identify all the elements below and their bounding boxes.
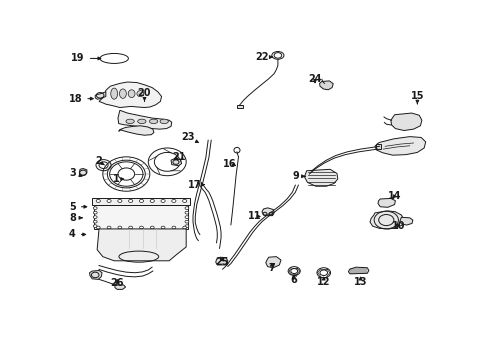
Ellipse shape [160, 119, 168, 123]
Polygon shape [115, 285, 125, 289]
Circle shape [107, 226, 111, 229]
Text: 7: 7 [268, 263, 275, 273]
Polygon shape [97, 229, 186, 261]
Text: 9: 9 [292, 171, 305, 181]
Polygon shape [171, 158, 181, 166]
Text: 10: 10 [391, 221, 405, 231]
Circle shape [93, 220, 97, 223]
Polygon shape [347, 267, 368, 274]
Circle shape [172, 226, 175, 229]
Polygon shape [118, 110, 171, 129]
Ellipse shape [149, 119, 158, 123]
Polygon shape [377, 198, 395, 207]
Text: 1: 1 [112, 174, 123, 184]
Polygon shape [304, 169, 337, 186]
Circle shape [139, 226, 143, 229]
Polygon shape [376, 144, 381, 149]
Circle shape [128, 226, 132, 229]
Polygon shape [390, 113, 421, 131]
Ellipse shape [138, 119, 146, 123]
Circle shape [161, 226, 164, 229]
Text: 19: 19 [71, 53, 101, 63]
Text: 23: 23 [181, 132, 198, 143]
Circle shape [182, 199, 186, 202]
Circle shape [96, 199, 100, 202]
Text: 26: 26 [110, 278, 124, 288]
Polygon shape [237, 105, 243, 108]
Text: 22: 22 [255, 52, 272, 62]
Ellipse shape [137, 91, 143, 97]
Text: 20: 20 [138, 88, 151, 101]
Circle shape [93, 211, 97, 214]
Ellipse shape [111, 88, 117, 99]
Circle shape [184, 220, 188, 223]
Circle shape [184, 225, 188, 228]
Text: 14: 14 [387, 191, 401, 201]
Text: 24: 24 [307, 74, 321, 84]
Polygon shape [374, 136, 425, 155]
Text: 13: 13 [353, 276, 366, 287]
Circle shape [93, 207, 97, 210]
Text: 11: 11 [247, 211, 261, 221]
Text: 15: 15 [410, 91, 423, 104]
Polygon shape [369, 211, 403, 229]
Circle shape [184, 207, 188, 210]
Circle shape [184, 211, 188, 214]
Circle shape [128, 199, 132, 202]
Polygon shape [262, 208, 274, 216]
Text: 21: 21 [171, 152, 185, 162]
Ellipse shape [119, 89, 126, 98]
Ellipse shape [126, 119, 134, 123]
Text: 3: 3 [69, 168, 82, 179]
Polygon shape [319, 81, 332, 90]
Polygon shape [265, 257, 280, 268]
Text: 17: 17 [187, 180, 204, 190]
Circle shape [183, 226, 186, 229]
Polygon shape [92, 198, 189, 205]
Text: 18: 18 [69, 94, 93, 104]
Polygon shape [95, 92, 105, 99]
Circle shape [93, 216, 97, 219]
Circle shape [161, 199, 165, 202]
Circle shape [150, 226, 154, 229]
Circle shape [118, 199, 122, 202]
Circle shape [118, 226, 122, 229]
Circle shape [139, 199, 143, 202]
Circle shape [93, 225, 97, 228]
Text: 25: 25 [215, 257, 228, 267]
Polygon shape [119, 126, 154, 135]
Circle shape [96, 226, 100, 229]
Text: 2: 2 [95, 156, 104, 166]
Polygon shape [215, 257, 227, 265]
Text: 16: 16 [223, 159, 236, 169]
Circle shape [184, 216, 188, 219]
Circle shape [171, 199, 176, 202]
Polygon shape [79, 168, 87, 176]
Text: 8: 8 [69, 213, 82, 223]
Text: 4: 4 [69, 229, 85, 239]
Circle shape [150, 199, 154, 202]
Polygon shape [99, 82, 161, 108]
Text: 12: 12 [316, 276, 330, 287]
Text: 5: 5 [69, 202, 86, 212]
Polygon shape [89, 270, 102, 279]
Polygon shape [399, 217, 412, 225]
Polygon shape [94, 205, 188, 229]
Circle shape [107, 199, 111, 202]
Text: 6: 6 [290, 275, 297, 285]
Ellipse shape [128, 90, 135, 98]
